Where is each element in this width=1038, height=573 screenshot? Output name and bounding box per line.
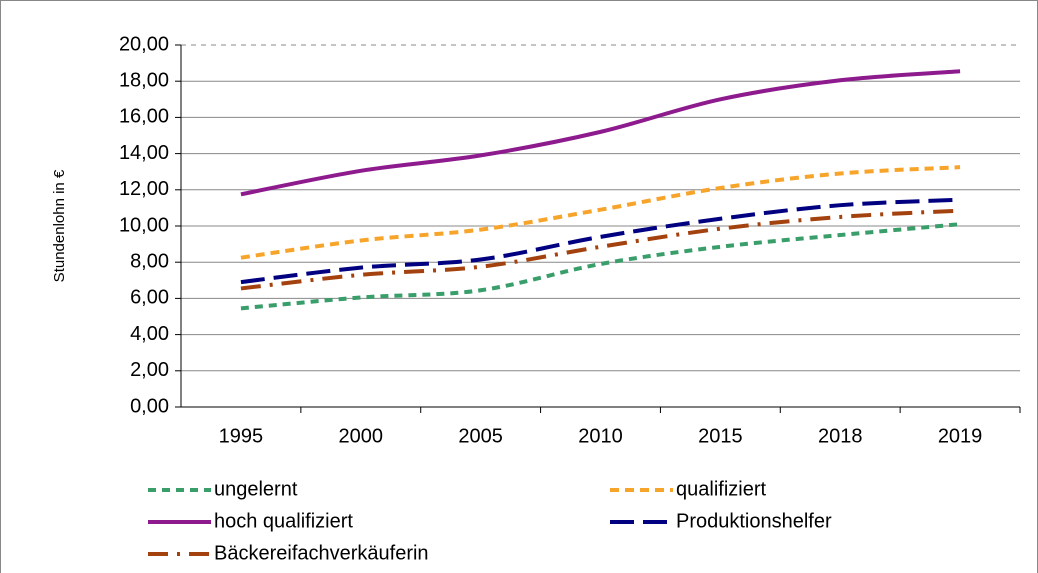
series-line xyxy=(240,208,961,291)
x-tick-label: 2018 xyxy=(818,425,863,447)
y-tick-label: 4,00 xyxy=(130,323,169,345)
y-tick-label: 2,00 xyxy=(130,359,169,381)
legend-label: hoch qualifiziert xyxy=(214,510,353,532)
y-tick-label: 0,00 xyxy=(130,395,169,417)
y-tick-label: 10,00 xyxy=(119,214,169,236)
series-line xyxy=(240,197,961,285)
x-tick-label: 2019 xyxy=(938,425,983,447)
x-tick-label: 2010 xyxy=(578,425,623,447)
legend-label: qualifiziert xyxy=(676,478,766,500)
y-tick-label: 12,00 xyxy=(119,178,169,200)
y-tick-label: 14,00 xyxy=(119,142,169,164)
series-line xyxy=(240,69,961,197)
legend-label: Produktionshelfer xyxy=(676,510,832,532)
y-tick-label: 6,00 xyxy=(130,287,169,309)
series-line xyxy=(240,222,961,311)
x-tick-label: 2005 xyxy=(458,425,503,447)
y-tick-label: 8,00 xyxy=(130,250,169,272)
legend-label: ungelernt xyxy=(214,478,298,500)
x-tick-label: 1995 xyxy=(219,425,264,447)
y-tick-label: 16,00 xyxy=(119,106,169,128)
y-tick-label: 18,00 xyxy=(119,69,169,91)
x-tick-label: 2015 xyxy=(698,425,743,447)
y-tick-label: 20,00 xyxy=(119,33,169,55)
y-axis-title: Stundenlohn in € xyxy=(51,169,68,282)
legend-label: Bäckereifachverkäuferin xyxy=(214,542,429,564)
x-tick-label: 2000 xyxy=(339,425,384,447)
series-line xyxy=(240,165,961,260)
